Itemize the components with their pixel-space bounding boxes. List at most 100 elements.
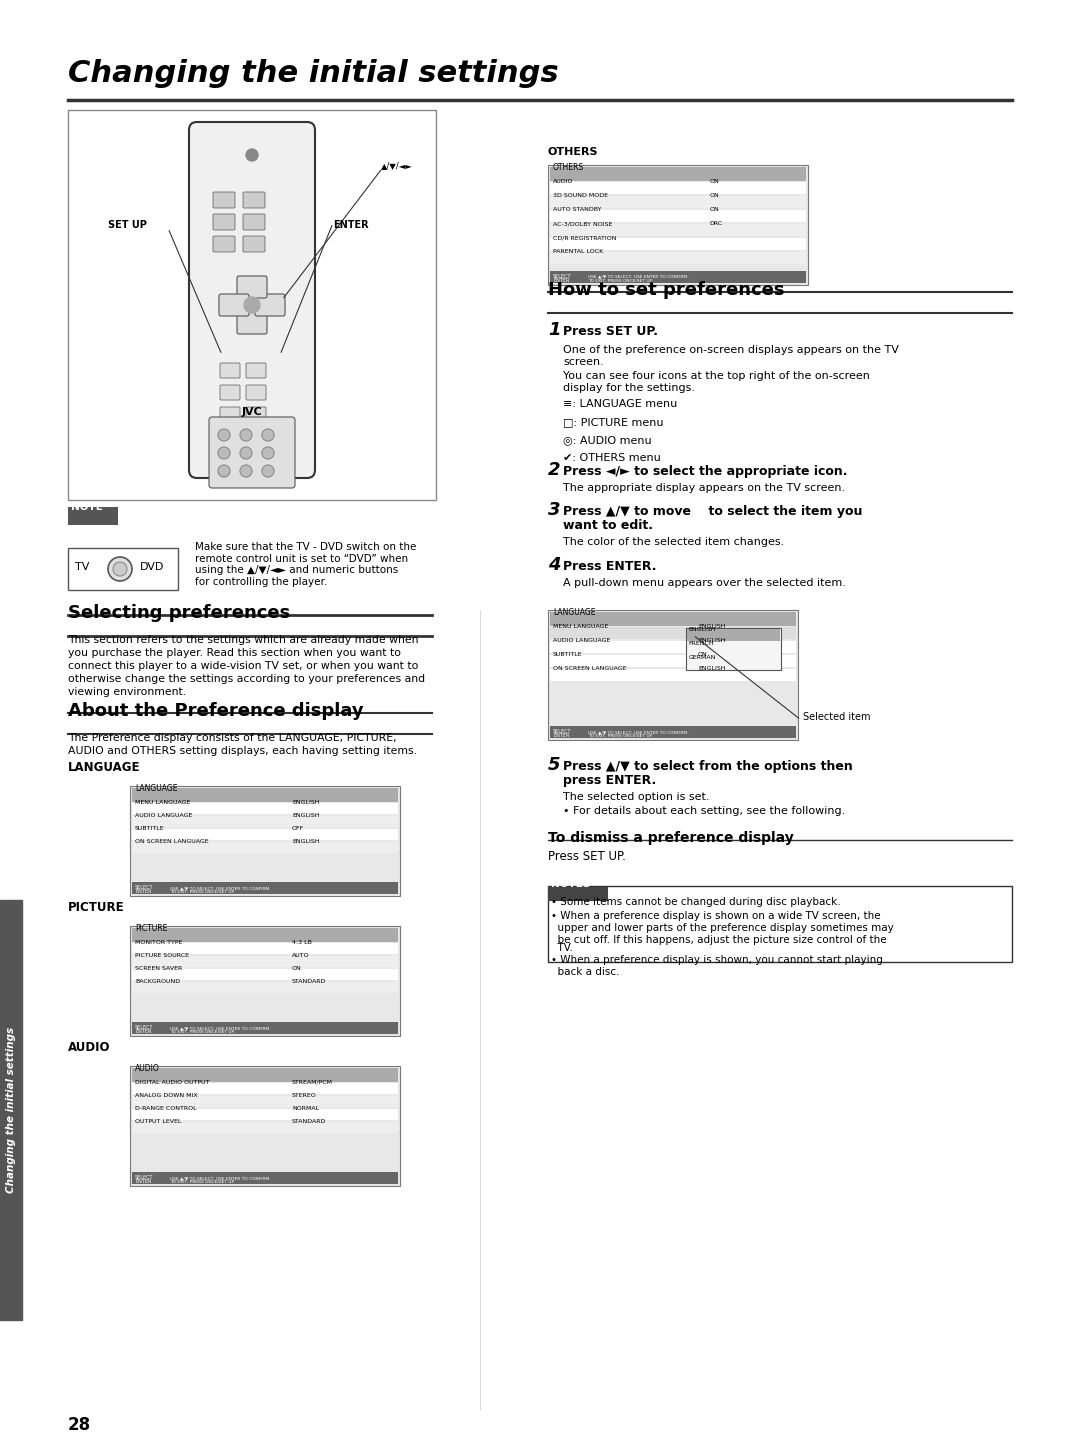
Text: STANDARD: STANDARD: [292, 979, 326, 984]
FancyBboxPatch shape: [220, 407, 240, 422]
Text: ENTER: ENTER: [553, 733, 569, 739]
Text: 4:3 LB: 4:3 LB: [292, 939, 312, 945]
Bar: [548, 887, 608, 901]
Text: Press SET UP.: Press SET UP.: [563, 326, 658, 337]
Bar: [132, 816, 399, 827]
FancyBboxPatch shape: [220, 364, 240, 378]
Bar: [132, 788, 399, 803]
Text: • For details about each setting, see the following.: • For details about each setting, see th…: [563, 806, 846, 816]
Text: viewing environment.: viewing environment.: [68, 686, 186, 696]
FancyBboxPatch shape: [237, 313, 267, 334]
Text: OTHERS: OTHERS: [548, 147, 598, 157]
Bar: [132, 829, 399, 840]
Text: USE ▲/▼ TO SELECT, USE ENTER TO CONFIRM.: USE ▲/▼ TO SELECT, USE ENTER TO CONFIRM.: [170, 1176, 271, 1181]
Text: ON: ON: [710, 179, 719, 185]
Text: 2: 2: [548, 461, 561, 478]
Bar: [550, 641, 796, 653]
Text: TO EXIT, PRESS ONCE/SET UP.: TO EXIT, PRESS ONCE/SET UP.: [170, 890, 234, 894]
Text: Selected item: Selected item: [804, 712, 870, 723]
Bar: [132, 842, 399, 853]
Text: ANALOG DOWN MIX: ANALOG DOWN MIX: [135, 1093, 198, 1098]
Bar: [548, 611, 798, 740]
Text: D-RANGE CONTROL: D-RANGE CONTROL: [135, 1106, 197, 1111]
FancyBboxPatch shape: [246, 385, 266, 400]
Text: About the Preference display: About the Preference display: [68, 702, 364, 720]
Text: PICTURE: PICTURE: [135, 923, 167, 933]
Text: CD/R REGISTRATION: CD/R REGISTRATION: [553, 236, 617, 240]
Text: DVD: DVD: [140, 563, 164, 571]
Text: TV: TV: [75, 563, 90, 571]
Text: Press SET UP.: Press SET UP.: [548, 851, 626, 864]
Text: SUBTITLE: SUBTITLE: [553, 651, 582, 657]
Text: ON SCREEN LANGUAGE: ON SCREEN LANGUAGE: [553, 666, 626, 670]
Circle shape: [262, 465, 274, 477]
Text: ENGLISH: ENGLISH: [689, 627, 716, 632]
Text: The color of the selected item changes.: The color of the selected item changes.: [563, 537, 784, 547]
Text: AUDIO LANGUAGE: AUDIO LANGUAGE: [135, 813, 192, 819]
Text: ≡: LANGUAGE menu: ≡: LANGUAGE menu: [563, 398, 677, 409]
Circle shape: [218, 446, 230, 459]
Text: AUTO STANDBY: AUTO STANDBY: [553, 206, 602, 212]
Text: USE ▲/▼ TO SELECT, USE ENTER TO CONFIRM.: USE ▲/▼ TO SELECT, USE ENTER TO CONFIRM.: [170, 885, 271, 890]
Text: SUBTITLE: SUBTITLE: [135, 826, 164, 832]
Text: AC-3/DOLBY NOISE: AC-3/DOLBY NOISE: [553, 221, 612, 225]
Text: DIGITAL AUDIO OUTPUT: DIGITAL AUDIO OUTPUT: [135, 1080, 210, 1085]
Text: ENTER: ENTER: [135, 1029, 151, 1034]
Text: SELECT: SELECT: [135, 1175, 153, 1181]
Text: MENU LANGUAGE: MENU LANGUAGE: [135, 800, 190, 806]
FancyBboxPatch shape: [213, 236, 235, 252]
Bar: [550, 627, 796, 638]
Text: • Some items cannot be changed during disc playback.: • Some items cannot be changed during di…: [551, 897, 840, 907]
Bar: [548, 164, 808, 285]
Bar: [68, 548, 178, 590]
Text: ◎: AUDIO menu: ◎: AUDIO menu: [563, 435, 651, 445]
Text: LANGUAGE: LANGUAGE: [553, 608, 595, 616]
Text: ENGLISH: ENGLISH: [698, 666, 726, 670]
Text: ENGLISH: ENGLISH: [292, 800, 320, 806]
Text: ✔: OTHERS menu: ✔: OTHERS menu: [563, 454, 661, 462]
FancyBboxPatch shape: [255, 294, 285, 316]
Bar: [132, 1022, 399, 1034]
FancyBboxPatch shape: [246, 407, 266, 422]
Bar: [132, 955, 399, 967]
Text: FRENCH: FRENCH: [689, 641, 714, 646]
Text: ON SCREEN LANGUAGE: ON SCREEN LANGUAGE: [135, 839, 208, 843]
Bar: [550, 238, 806, 250]
Text: □: PICTURE menu: □: PICTURE menu: [563, 417, 663, 427]
Bar: [550, 654, 796, 667]
Text: • When a preference display is shown on a wide TV screen, the: • When a preference display is shown on …: [551, 912, 880, 920]
Text: OTHERS: OTHERS: [553, 163, 584, 172]
Text: You can see four icons at the top right of the on-screen: You can see four icons at the top right …: [563, 371, 869, 381]
Text: TO EXIT, PRESS ONCE/SET UP.: TO EXIT, PRESS ONCE/SET UP.: [588, 279, 653, 284]
Text: ENTER: ENTER: [553, 278, 569, 284]
Text: USE ▲/▼ TO SELECT, USE ENTER TO CONFIRM.: USE ▲/▼ TO SELECT, USE ENTER TO CONFIRM.: [588, 275, 689, 279]
Text: AUDIO: AUDIO: [68, 1041, 110, 1054]
Bar: [132, 1083, 399, 1093]
Bar: [550, 612, 796, 627]
Text: SCREEN SAVER: SCREEN SAVER: [135, 965, 183, 971]
Text: ENTER: ENTER: [333, 220, 368, 230]
Text: you purchase the player. Read this section when you want to: you purchase the player. Read this secti…: [68, 648, 401, 659]
Text: upper and lower parts of the preference display sometimes may: upper and lower parts of the preference …: [551, 923, 894, 933]
Text: ENTER: ENTER: [135, 1179, 151, 1184]
Text: Changing the initial settings: Changing the initial settings: [6, 1027, 16, 1194]
Text: JVC: JVC: [242, 407, 262, 417]
Text: SET UP: SET UP: [108, 220, 147, 230]
Text: ENGLISH: ENGLISH: [698, 624, 726, 630]
Bar: [132, 968, 399, 980]
Text: AUDIO and OTHERS setting displays, each having setting items.: AUDIO and OTHERS setting displays, each …: [68, 746, 417, 756]
Bar: [132, 1109, 399, 1120]
Text: Press ▲/▼ to move    to select the item you: Press ▲/▼ to move to select the item you: [563, 505, 862, 518]
Text: A pull-down menu appears over the selected item.: A pull-down menu appears over the select…: [563, 579, 846, 587]
Text: Press ENTER.: Press ENTER.: [563, 560, 657, 573]
Text: otherwise change the settings according to your preferences and: otherwise change the settings according …: [68, 675, 426, 683]
Bar: [550, 182, 806, 193]
Text: TO EXIT, PRESS ONCE/SET UP.: TO EXIT, PRESS ONCE/SET UP.: [170, 1029, 234, 1034]
Text: 5: 5: [548, 756, 561, 774]
Text: PICTURE: PICTURE: [68, 901, 124, 915]
Bar: [68, 111, 436, 500]
Text: STREAM/PCM: STREAM/PCM: [292, 1080, 333, 1085]
Text: 28: 28: [68, 1416, 91, 1434]
Circle shape: [262, 446, 274, 459]
Bar: [550, 167, 806, 180]
